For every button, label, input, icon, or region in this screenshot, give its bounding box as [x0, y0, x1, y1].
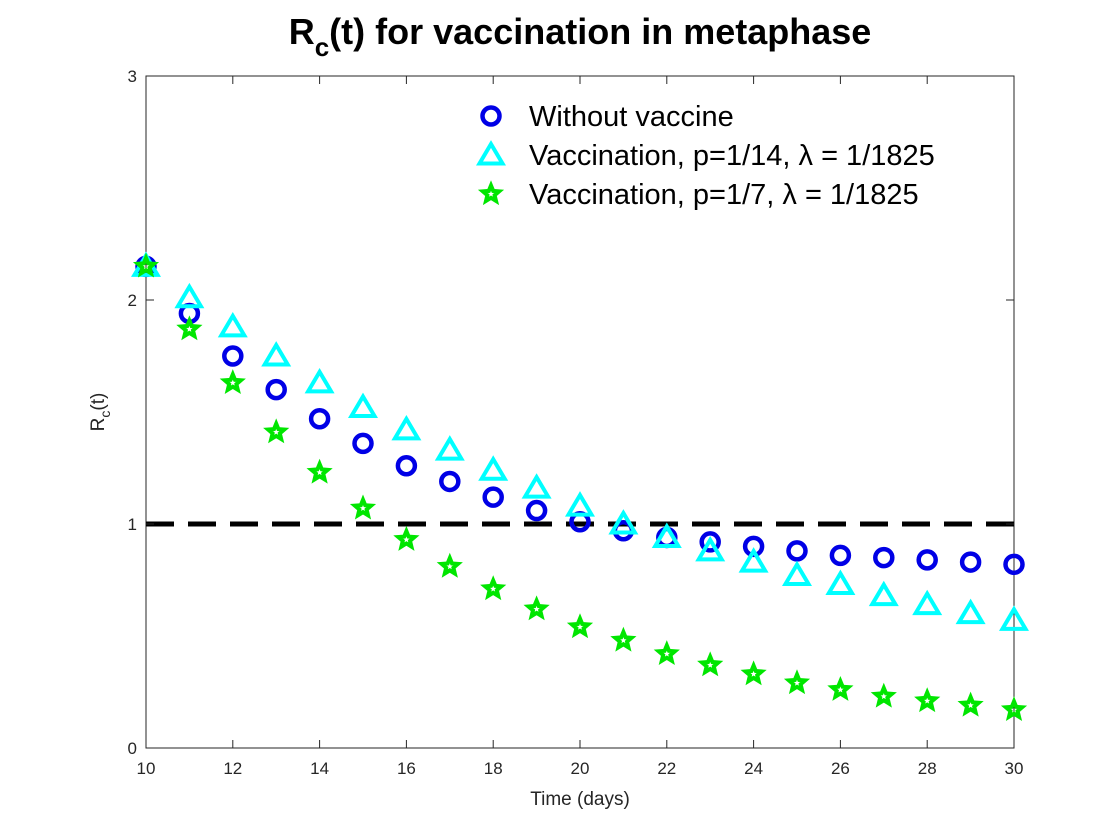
- data-point-vaccination-p14: [608, 509, 639, 535]
- data-point-vaccination-p14: [738, 547, 769, 573]
- data-point-vaccination-p7: [132, 252, 160, 278]
- data-point-without-vaccine: [916, 549, 938, 571]
- y-axis-label-subscript: c: [97, 411, 113, 418]
- x-tick-label: 14: [310, 759, 329, 778]
- x-tick-label: 24: [744, 759, 763, 778]
- data-point-without-vaccine: [829, 544, 852, 567]
- data-point-vaccination-p7: [566, 613, 594, 639]
- data-point-vaccination-p14: [695, 535, 726, 562]
- legend-label-without-vaccine: Without vaccine: [529, 101, 734, 133]
- data-point-vaccination-p7: [1000, 696, 1028, 722]
- data-point-without-vaccine: [308, 407, 331, 430]
- data-point-vaccination-p7: [697, 651, 724, 677]
- data-point-vaccination-p14: [651, 522, 682, 548]
- data-point-without-vaccine: [265, 378, 287, 401]
- data-point-without-vaccine: [959, 551, 982, 573]
- x-tick-label: 18: [484, 759, 503, 778]
- y-axis-label: Rc(t): [88, 393, 113, 432]
- y-tick-label: 0: [128, 739, 137, 758]
- series-without-vaccine: [135, 255, 1025, 576]
- chart-title-subscript: c: [315, 32, 329, 62]
- data-point-vaccination-p14: [781, 560, 813, 587]
- x-axis-label: Time (days): [530, 789, 630, 810]
- data-point-vaccination-p7: [349, 494, 377, 520]
- legend-marker-vaccination-p14: [475, 140, 507, 166]
- data-point-vaccination-p7: [914, 687, 941, 713]
- data-point-vaccination-p7: [219, 369, 246, 395]
- data-point-vaccination-p14: [217, 311, 248, 338]
- data-point-without-vaccine: [699, 531, 721, 553]
- data-point-without-vaccine: [873, 546, 895, 569]
- data-point-vaccination-p7: [523, 595, 550, 621]
- data-point-vaccination-p7: [306, 458, 333, 484]
- data-point-vaccination-p7: [610, 626, 637, 652]
- data-point-vaccination-p14: [478, 455, 509, 481]
- data-point-vaccination-p7: [263, 418, 290, 444]
- y-tick-label: 1: [128, 515, 137, 534]
- x-tick-label: 22: [657, 759, 676, 778]
- series-vaccination-p14: [130, 251, 1030, 631]
- x-tick-label: 12: [223, 759, 242, 778]
- x-tick-label: 26: [831, 759, 850, 778]
- data-point-vaccination-p14: [347, 392, 379, 419]
- data-point-without-vaccine: [222, 345, 244, 367]
- data-point-vaccination-p7: [436, 552, 463, 578]
- data-point-vaccination-p14: [261, 341, 292, 367]
- data-point-without-vaccine: [1003, 553, 1025, 576]
- data-point-without-vaccine: [786, 540, 808, 562]
- data-point-vaccination-p7: [653, 640, 680, 666]
- data-point-vaccination-p7: [480, 575, 507, 601]
- x-tick-label: 30: [1005, 759, 1024, 778]
- legend-marker-without-vaccine: [480, 105, 502, 127]
- data-point-vaccination-p7: [393, 525, 420, 551]
- legend-item-without-vaccine: Without vaccine: [480, 101, 734, 133]
- legend-label-vaccination-p7: Vaccination, p=1/7, λ = 1/1825: [529, 179, 919, 211]
- data-point-vaccination-p7: [827, 675, 854, 701]
- y-tick-label: 2: [128, 291, 137, 310]
- data-point-vaccination-p7: [783, 669, 811, 695]
- legend-marker-vaccination-p7: [477, 180, 505, 206]
- data-point-without-vaccine: [525, 499, 548, 522]
- y-tick-label: 3: [128, 67, 137, 86]
- chart-title: Rc(t) for vaccination in metaphase: [289, 11, 872, 62]
- data-point-vaccination-p14: [998, 605, 1030, 631]
- data-point-vaccination-p14: [564, 491, 596, 517]
- data-point-vaccination-p14: [521, 473, 552, 499]
- plot-area: [145, 75, 1015, 749]
- data-point-vaccination-p14: [391, 414, 422, 441]
- data-point-vaccination-p14: [304, 367, 335, 394]
- data-point-vaccination-p14: [434, 435, 465, 461]
- x-tick-label: 10: [137, 759, 156, 778]
- legend: Without vaccine Vaccination, p=1/14, λ = …: [475, 101, 935, 211]
- x-tick-label: 16: [397, 759, 416, 778]
- x-tick-label: 20: [571, 759, 590, 778]
- data-point-vaccination-p14: [912, 589, 943, 616]
- data-point-vaccination-p7: [740, 660, 767, 686]
- data-point-without-vaccine: [352, 432, 374, 455]
- data-point-without-vaccine: [395, 455, 418, 477]
- data-point-vaccination-p7: [870, 682, 897, 708]
- data-point-vaccination-p7: [957, 691, 984, 717]
- data-point-without-vaccine: [482, 486, 504, 508]
- legend-item-vaccination-p7: Vaccination, p=1/7, λ = 1/1825: [477, 179, 919, 211]
- data-point-vaccination-p14: [868, 580, 899, 607]
- data-point-without-vaccine: [439, 470, 461, 493]
- data-point-vaccination-p7: [176, 315, 203, 341]
- series-vaccination-p7: [132, 252, 1028, 722]
- legend-label-vaccination-p14: Vaccination, p=1/14, λ = 1/1825: [529, 140, 935, 172]
- legend-item-vaccination-p14: Vaccination, p=1/14, λ = 1/1825: [475, 140, 935, 172]
- data-point-vaccination-p14: [174, 282, 205, 309]
- data-point-vaccination-p14: [955, 598, 986, 625]
- x-tick-label: 28: [918, 759, 937, 778]
- data-point-vaccination-p14: [825, 569, 856, 595]
